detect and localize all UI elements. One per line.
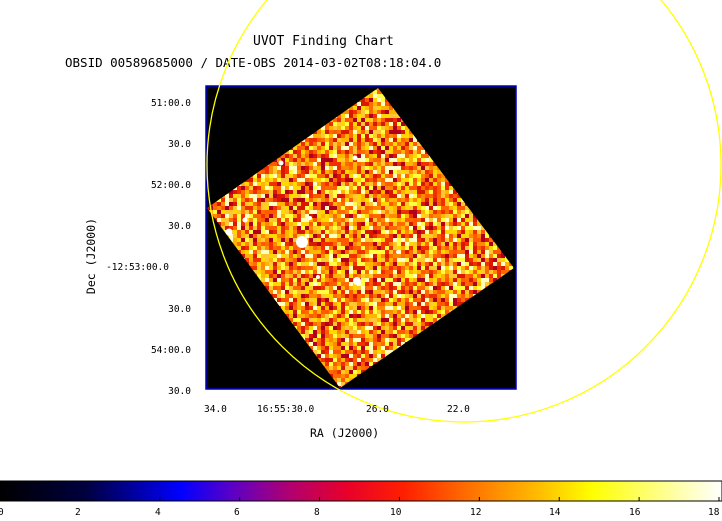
bright-source [316,275,320,279]
colorbar-tick-marks [0,497,720,501]
bright-source [396,250,400,254]
dec-tick-label: 52:00.0 [150,180,191,191]
colorbar-tick-label: 18 [708,507,720,518]
x-axis-label: RA (J2000) [310,426,380,440]
chart-subtitle: OBSID 00589685000 / DATE-OBS 2014-03-02T… [65,55,442,70]
dec-tick-label: 51:00.0 [150,98,191,109]
ra-tick-label: 16:55:30.0 [257,404,315,415]
dec-tick-label: 30.0 [168,139,191,150]
dec-tick-label: 54:00.0 [150,345,191,356]
ra-tick-label: 34.0 [204,404,227,415]
colorbar-tick-label: 4 [155,507,161,518]
colorbar-tick-label: 6 [234,507,240,518]
bright-source [296,236,308,248]
field-of-view-circle [206,0,722,423]
colorbar [0,480,722,502]
bright-source [225,228,233,236]
colorbar-tick-label: 10 [390,507,402,518]
y-axis-label: Dec (J2000) [84,217,99,295]
bright-source [353,277,361,285]
dec-tick-label: 30.0 [168,221,191,232]
dec-tick-label: -12:53:00.0 [106,262,169,273]
colorbar-tick-label: 2 [75,507,81,518]
colorbar-tick-label: 0 [0,507,4,518]
colorbar-tick-label: 8 [314,507,320,518]
dec-tick-label: 30.0 [168,304,191,315]
colorbar-tick-label: 14 [549,507,561,518]
bright-source [242,217,248,223]
bright-source [352,155,358,161]
ra-tick-label: 26.0 [366,404,389,415]
bright-sources [225,155,400,285]
colorbar-tick-label: 16 [629,507,641,518]
colorbar-tick-label: 12 [470,507,482,518]
bright-source [278,160,284,166]
chart-title: UVOT Finding Chart [253,34,394,49]
bright-source [308,216,312,220]
ra-tick-label: 22.0 [447,404,470,415]
dec-tick-label: 30.0 [168,386,191,397]
